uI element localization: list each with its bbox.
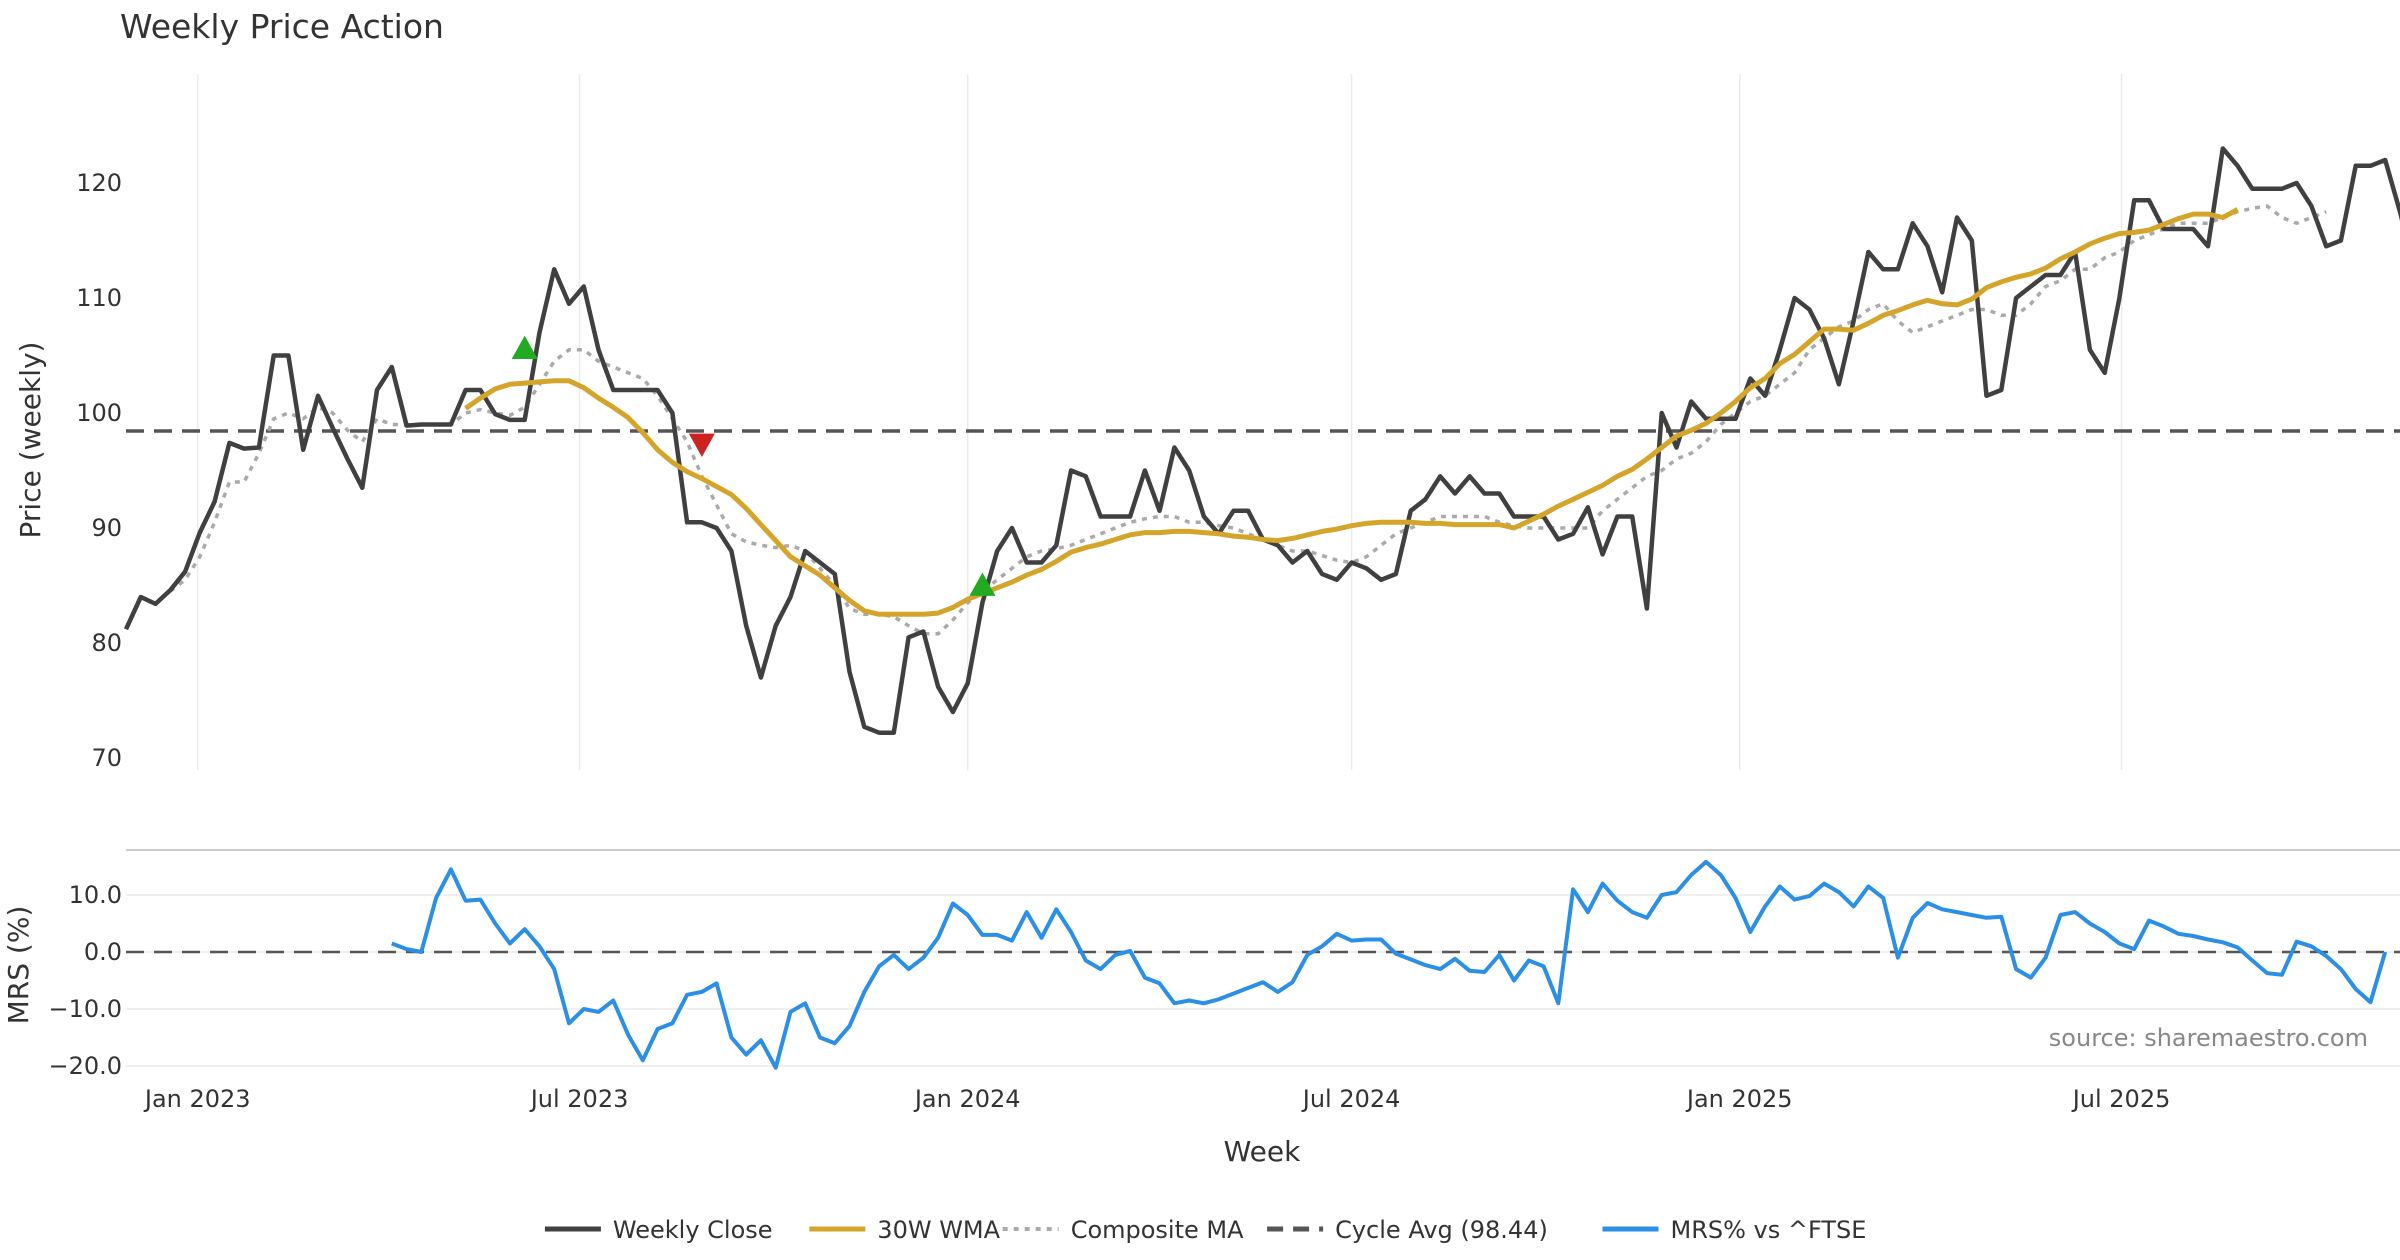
x-tick-label: Jul 2023 <box>529 1085 629 1113</box>
mrs-y-tick-label: 10.0 <box>69 881 122 909</box>
legend-label: Composite MA <box>1071 1216 1244 1244</box>
x-axis-label: Week <box>1224 1135 1301 1168</box>
x-tick-label: Jan 2023 <box>143 1085 251 1113</box>
source-annotation: source: sharemaestro.com <box>2049 1024 2368 1052</box>
x-tick-label: Jan 2025 <box>1685 1085 1793 1113</box>
mrs-y-tick-label: 0.0 <box>84 938 122 966</box>
mrs-panel: −20.0 −10.0 0.0 10.0 Jan 2023 Jul 2023 Jan 202… <box>48 849 2400 1113</box>
weekly-close-line <box>123 146 2400 735</box>
x-tick-label: Jul 2024 <box>1301 1085 1401 1113</box>
price-panel: 70 80 90 100 110 120 <box>76 74 2400 772</box>
price-y-tick-label: 110 <box>76 284 122 312</box>
legend-label: Weekly Close <box>613 1216 773 1244</box>
buy-signal-marker <box>511 335 538 359</box>
mrs-y-tick-label: −20.0 <box>48 1052 122 1080</box>
sell-signal-marker <box>688 433 715 458</box>
legend-label: MRS% vs ^FTSE <box>1671 1216 1867 1244</box>
mrs-y-tick-label: −10.0 <box>48 995 122 1023</box>
legend: Weekly Close 30W WMA Composite MA Cycle Avg… <box>544 1216 1867 1244</box>
chart-title: Weekly Price Action <box>120 7 444 46</box>
price-y-tick-label: 90 <box>91 514 122 542</box>
price-y-tick-label: 80 <box>91 629 122 657</box>
price-y-tick-label: 120 <box>76 169 122 197</box>
buy-signal-marker <box>969 572 996 596</box>
mrs-y-axis-label: MRS (%) <box>2 906 35 1025</box>
composite-ma-line <box>169 204 2327 636</box>
x-tick-label: Jan 2024 <box>913 1085 1021 1113</box>
mrs-line <box>391 859 2388 1070</box>
price-y-axis-label: Price (weekly) <box>14 342 47 539</box>
price-y-tick-label: 100 <box>76 399 122 427</box>
x-tick-label: Jul 2025 <box>2071 1085 2171 1113</box>
wma-line <box>464 207 2239 617</box>
legend-label: 30W WMA <box>877 1216 1000 1244</box>
legend-label: Cycle Avg (98.44) <box>1335 1216 1548 1244</box>
price-y-tick-label: 70 <box>91 744 122 772</box>
